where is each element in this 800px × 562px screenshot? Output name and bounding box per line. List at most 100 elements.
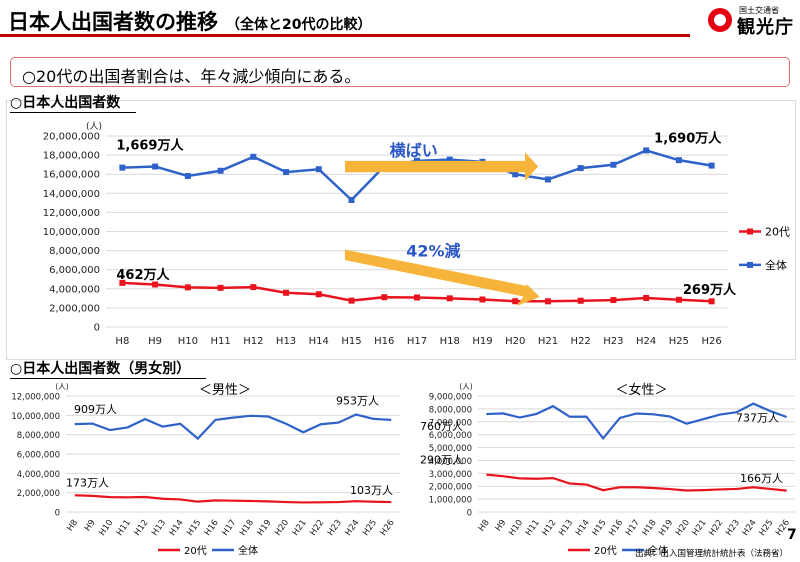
x-tick-label: H9 — [83, 518, 98, 533]
data-point-twenties — [512, 298, 519, 305]
data-point-twenties — [610, 297, 617, 304]
x-tick-label: H18 — [440, 336, 460, 347]
x-tick-label: H20 — [505, 336, 525, 347]
data-point-twenties — [577, 297, 584, 304]
x-tick-label: H13 — [276, 336, 296, 347]
data-point-total — [152, 163, 159, 170]
data-point-total — [119, 164, 126, 171]
y-tick-label: 4,000,000 — [49, 284, 100, 295]
y-tick-label: 8,000,000 — [49, 246, 100, 257]
page-number: 7 — [787, 527, 797, 543]
data-point-twenties — [119, 279, 126, 286]
data-point-total — [348, 196, 355, 203]
x-tick-label: H23 — [603, 336, 623, 347]
data-point-total — [446, 156, 453, 163]
x-tick-label: H9 — [494, 518, 509, 533]
chart-subtitle: ＜男性＞ — [199, 383, 251, 398]
page-title-text: 日本人出国者数の推移 — [8, 10, 218, 34]
section-label-total: ○日本人出国者数 — [10, 95, 137, 113]
x-tick-label: H11 — [210, 336, 230, 347]
data-point-total — [675, 157, 682, 164]
page-title: 日本人出国者数の推移 （全体と20代の比較） — [8, 6, 371, 36]
logo-ministry-text: 国土交通省 — [739, 6, 779, 15]
annotation-total-end: 737万人 — [736, 412, 779, 425]
x-tick-label: H24 — [343, 518, 361, 538]
y-tick-label: 12,000,000 — [43, 208, 100, 219]
data-point-twenties — [544, 298, 551, 305]
annotation-total-end: 1,690万人 — [654, 130, 722, 146]
y-tick-label: 6,000,000 — [429, 431, 472, 441]
x-tick-label: H23 — [724, 518, 742, 538]
x-tick-label: H9 — [148, 336, 162, 347]
annotation-total-end: 953万人 — [336, 395, 379, 408]
x-tick-label: H23 — [326, 518, 344, 538]
data-point-twenties — [675, 296, 682, 303]
annotation-total-start: 909万人 — [74, 403, 117, 416]
annotation-youth-start: 290万人 — [420, 454, 463, 467]
y-tick-label: 10,000,000 — [11, 412, 60, 422]
down-arrow-icon — [344, 249, 540, 306]
x-tick-label: H21 — [291, 518, 309, 538]
x-tick-label: H10 — [97, 518, 115, 538]
data-point-twenties — [446, 295, 453, 302]
y-tick-label: 3,000,000 — [429, 470, 472, 480]
annotation-youth-end: 269万人 — [683, 282, 737, 298]
x-tick-label: H19 — [256, 518, 274, 538]
y-unit-label: (人) — [55, 382, 68, 391]
x-tick-label: H25 — [361, 518, 379, 538]
legend-label-twenties: 20代 — [765, 226, 790, 239]
y-tick-label: 5,000,000 — [429, 444, 472, 454]
y-tick-label: 16,000,000 — [43, 170, 100, 181]
x-tick-label: H17 — [220, 518, 238, 538]
x-tick-label: H21 — [538, 336, 558, 347]
data-point-total — [708, 162, 715, 169]
data-point-twenties — [414, 294, 420, 301]
x-tick-label: H19 — [657, 518, 675, 538]
data-point-twenties — [184, 284, 191, 291]
series-line-twenties — [74, 494, 392, 504]
y-unit-label: (人) — [86, 121, 102, 132]
x-tick-label: H18 — [641, 518, 659, 538]
legend-label-twenties: 20代 — [594, 545, 617, 557]
data-point-total — [643, 147, 650, 154]
x-tick-label: H15 — [185, 518, 203, 538]
data-point-twenties — [250, 284, 257, 291]
x-tick-label: H26 — [379, 518, 397, 538]
source-note: 出典：出入国管理統計統計表（法務省） — [635, 549, 789, 559]
x-tick-label: H13 — [557, 518, 575, 538]
x-tick-label: H16 — [203, 518, 221, 538]
x-tick-label: H12 — [540, 518, 558, 538]
x-tick-label: H24 — [741, 518, 759, 538]
y-tick-label: 9,000,000 — [429, 393, 472, 403]
y-unit-label: (人) — [459, 382, 472, 391]
x-tick-label: H10 — [178, 336, 198, 347]
x-tick-label: H14 — [168, 518, 186, 538]
x-tick-label: H20 — [674, 518, 692, 538]
x-tick-label: H8 — [115, 336, 129, 347]
y-tick-label: 12,000,000 — [11, 393, 60, 403]
y-tick-label: 0 — [467, 509, 472, 519]
down-arrow-label: 42%減 — [406, 241, 460, 260]
y-tick-label: 2,000,000 — [49, 303, 100, 314]
flat-arrow-label: 横ばい — [390, 141, 438, 160]
x-tick-label: H11 — [524, 518, 542, 538]
data-point-twenties — [381, 294, 388, 301]
y-tick-label: 2,000,000 — [17, 489, 60, 499]
logo-agency-text: 観光庁 — [737, 17, 794, 38]
annotation-total-start: 760万人 — [420, 420, 463, 433]
y-tick-label: 1,000,000 — [429, 496, 472, 506]
summary-text: ○20代の出国者割合は、年々減少傾向にある。 — [22, 67, 361, 86]
data-point-twenties — [479, 296, 486, 303]
series-line-total — [74, 413, 392, 441]
x-tick-label: H22 — [707, 518, 725, 538]
annotation-youth-end: 103万人 — [350, 484, 393, 497]
data-point-total — [577, 165, 584, 172]
y-tick-label: 0 — [55, 509, 60, 519]
x-tick-label: H14 — [574, 518, 592, 538]
main-chart: 0 2,000,000 4,000,000 6,000,000 8,000,000 10,… — [43, 121, 790, 347]
y-tick-label: 20,000,000 — [43, 132, 100, 143]
x-tick-label: H20 — [273, 518, 291, 538]
logo-mark-icon — [708, 8, 732, 32]
annotation-total-start: 1,669万人 — [116, 138, 184, 154]
data-point-total — [315, 166, 322, 173]
